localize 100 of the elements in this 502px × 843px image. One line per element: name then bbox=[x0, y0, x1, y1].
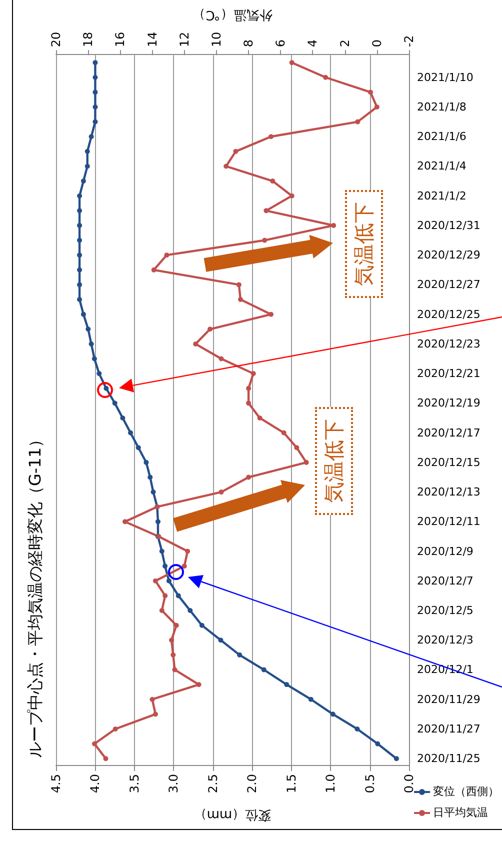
x2-tick-label: 4 bbox=[306, 40, 320, 48]
point bbox=[77, 208, 82, 214]
x-tick-label: 0.5 bbox=[362, 774, 377, 794]
y-tick-label: 2020/12/27 bbox=[417, 278, 480, 292]
legend-label: 日平均気温 bbox=[433, 805, 488, 820]
text: ループ中心点・平均気温の経時変化（G-11） bbox=[26, 431, 44, 758]
y-tick-label: 2020/12/5 bbox=[417, 604, 474, 618]
point bbox=[270, 178, 276, 184]
point bbox=[152, 712, 158, 717]
y-tick-label: 2020/12/19 bbox=[417, 396, 480, 410]
x-axis-title: 変位（mm） bbox=[194, 807, 272, 823]
point bbox=[257, 415, 262, 420]
point bbox=[268, 312, 274, 317]
point bbox=[208, 326, 213, 332]
point bbox=[182, 564, 187, 569]
point bbox=[162, 593, 168, 598]
point bbox=[92, 119, 98, 124]
point bbox=[323, 74, 328, 80]
point bbox=[375, 741, 380, 746]
point bbox=[164, 252, 170, 258]
x2-tick-label: 2 bbox=[338, 40, 352, 48]
x-tick-label: 3.0 bbox=[166, 774, 181, 794]
legend-label: 変位（西側） bbox=[433, 784, 499, 799]
point bbox=[250, 371, 256, 376]
point bbox=[84, 148, 90, 154]
point bbox=[268, 134, 274, 140]
x2-tick-label: 14 bbox=[145, 32, 160, 48]
point bbox=[394, 756, 399, 762]
point bbox=[150, 696, 155, 702]
point bbox=[92, 74, 98, 80]
x2-tick-label: 18 bbox=[81, 32, 96, 48]
point bbox=[284, 682, 290, 688]
x2-tick-label: 0 bbox=[370, 40, 384, 48]
point bbox=[294, 445, 300, 450]
y-tick-label: 2020/12/29 bbox=[417, 248, 480, 262]
point bbox=[246, 474, 252, 480]
point bbox=[103, 756, 108, 762]
point bbox=[159, 548, 164, 554]
y-tick-label: 2021/1/10 bbox=[417, 70, 474, 84]
point bbox=[84, 164, 90, 169]
point bbox=[136, 445, 141, 450]
point bbox=[261, 667, 266, 672]
point bbox=[112, 726, 118, 732]
point bbox=[92, 741, 98, 746]
point bbox=[88, 134, 94, 140]
point bbox=[77, 297, 82, 302]
point bbox=[218, 638, 224, 643]
point bbox=[159, 608, 164, 613]
point bbox=[128, 430, 134, 436]
y-tick-label: 2020/12/21 bbox=[417, 367, 480, 380]
point bbox=[170, 652, 176, 658]
x2-tick-label: 16 bbox=[113, 32, 128, 48]
y-tick-label: 2020/12/9 bbox=[417, 544, 474, 558]
point bbox=[77, 222, 82, 228]
y-tick-label: 2020/12/31 bbox=[417, 218, 480, 232]
point bbox=[264, 208, 269, 214]
point bbox=[262, 238, 268, 243]
annotation: 気温低下 bbox=[345, 190, 383, 298]
point bbox=[148, 474, 153, 480]
point bbox=[354, 726, 360, 732]
point bbox=[80, 312, 86, 317]
point bbox=[172, 667, 178, 672]
point bbox=[144, 460, 149, 465]
y-tick-label: 2021/1/2 bbox=[417, 189, 466, 202]
point bbox=[77, 238, 82, 243]
y-tick-label: 2020/12/13 bbox=[417, 486, 480, 499]
point bbox=[193, 341, 198, 346]
point bbox=[150, 490, 156, 495]
point bbox=[224, 164, 229, 169]
point bbox=[233, 148, 238, 154]
point bbox=[236, 282, 242, 288]
x2-tick-label: 8 bbox=[242, 40, 256, 48]
point bbox=[86, 326, 91, 332]
point bbox=[77, 282, 82, 288]
x-tick-label: 2.5 bbox=[206, 774, 220, 794]
x2-tick-label: 6 bbox=[274, 40, 288, 48]
point bbox=[374, 104, 380, 110]
point bbox=[96, 371, 102, 376]
x-tick-label: 1.0 bbox=[324, 774, 338, 794]
x2-tick-label: -2 bbox=[402, 35, 416, 48]
point bbox=[246, 400, 252, 406]
point bbox=[199, 622, 204, 628]
point bbox=[88, 341, 94, 346]
point bbox=[238, 297, 244, 302]
point bbox=[92, 60, 98, 66]
point bbox=[331, 222, 336, 228]
y-tick-label: 2020/12/25 bbox=[417, 308, 480, 321]
point bbox=[289, 193, 294, 198]
point bbox=[355, 119, 360, 124]
y-tick-label: 2020/12/15 bbox=[417, 456, 480, 469]
point bbox=[92, 90, 98, 95]
point bbox=[77, 252, 82, 258]
point bbox=[237, 652, 242, 658]
point bbox=[218, 356, 224, 362]
y-tick-label: 2020/11/25 bbox=[417, 752, 480, 766]
y-tick-label: 2020/12/11 bbox=[417, 515, 480, 528]
point bbox=[122, 519, 128, 524]
point bbox=[152, 578, 158, 584]
point bbox=[112, 400, 118, 406]
x-tick-label: 3.5 bbox=[127, 774, 142, 794]
